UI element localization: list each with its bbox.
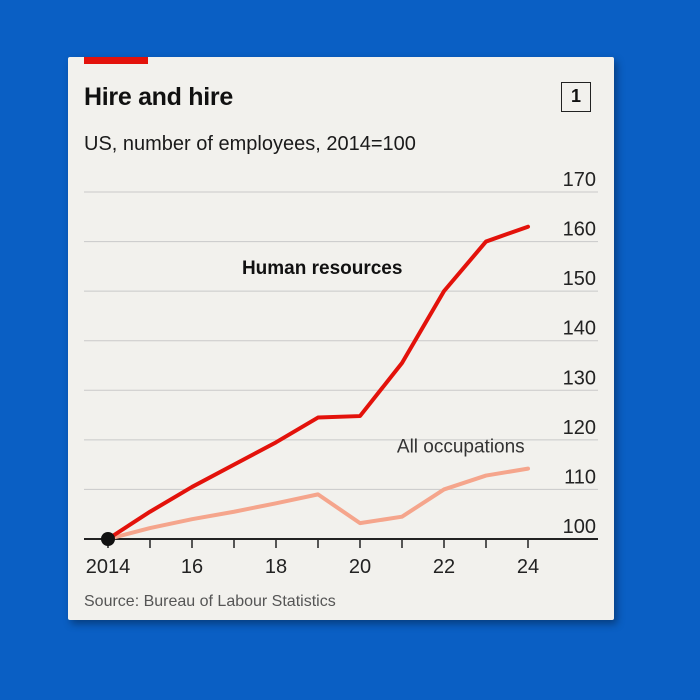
chart-card: Hire and hire 1 US, number of employees,… [68, 57, 614, 620]
start-point-marker [101, 532, 115, 546]
accent-tab [84, 57, 148, 64]
y-tick-label-110: 110 [564, 466, 596, 488]
x-tick-label-20: 20 [349, 556, 371, 578]
y-tick-label-170: 170 [563, 169, 596, 191]
y-tick-label-100: 100 [563, 516, 596, 538]
y-tick-label-150: 150 [563, 268, 596, 290]
x-tick-label-2014: 2014 [86, 556, 131, 578]
x-tick-label-22: 22 [433, 556, 455, 578]
y-tick-label-120: 120 [563, 417, 596, 439]
chart-number-badge: 1 [561, 82, 591, 112]
x-tick-label-24: 24 [517, 556, 539, 578]
chart-subtitle: US, number of employees, 2014=100 [84, 133, 416, 155]
y-tick-label-160: 160 [563, 219, 596, 241]
series-line-human-resources [106, 224, 530, 541]
series-label-all-occupations: All occupations [397, 436, 525, 457]
series-label-human-resources: Human resources [242, 258, 403, 279]
chart-title: Hire and hire [84, 83, 233, 111]
x-tick-label-18: 18 [265, 556, 287, 578]
x-tick-label-16: 16 [181, 556, 203, 578]
y-tick-label-130: 130 [563, 367, 596, 389]
y-tick-label-140: 140 [563, 318, 596, 340]
series-line-all-occupations [106, 466, 530, 541]
source-note: Source: Bureau of Labour Statistics [84, 593, 336, 610]
line-chart: 100 110 120 130 140 150 160 170 2014 16 18 20 22 24 Hu… [84, 169, 598, 578]
